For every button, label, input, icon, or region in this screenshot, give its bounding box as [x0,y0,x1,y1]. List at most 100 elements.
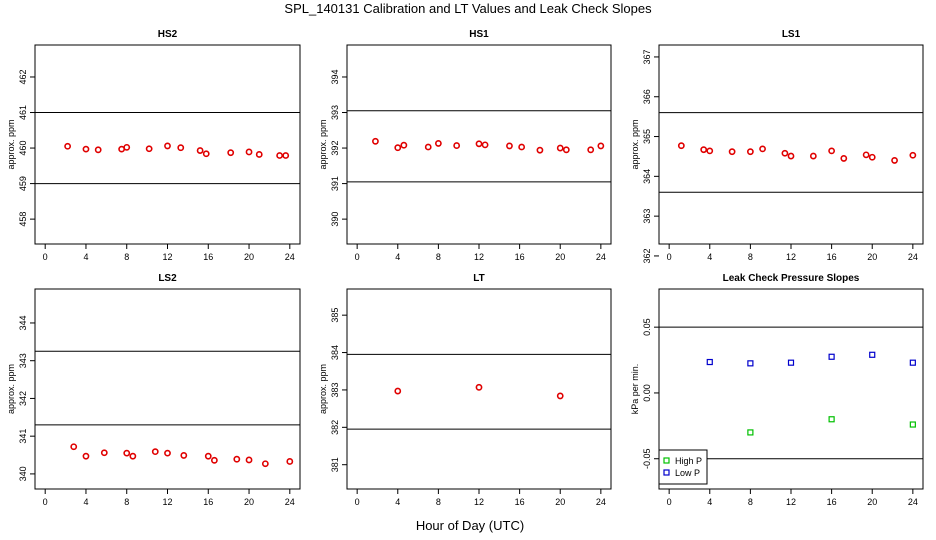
data-point [759,145,766,153]
data-point [909,359,916,366]
legend-marker [663,469,670,476]
y-tick-label: 367 [642,49,652,64]
data-point [556,144,564,152]
y-tick-label: 458 [18,212,28,227]
panel-4: LS2 0 4 8 12 16 20 24 340 341 342 343 344 approx. ppm [6,273,301,507]
data-point [747,360,754,367]
x-tick-label: 20 [555,497,565,507]
data-point [706,358,713,366]
x-tick-label: 16 [515,497,525,507]
data-point [706,147,714,155]
y-tick-label: 343 [18,353,28,368]
panel-title: Leak Check Pressure Slopes [723,273,860,284]
y-axis-label: approx. ppm [630,119,640,169]
data-point [700,146,708,154]
y-tick-label: 0.05 [642,318,652,336]
data-point [202,150,210,158]
panel-2: HS1 0 4 8 12 16 20 24 390 391 392 393 394 approx. ppm [318,29,612,262]
x-tick-label: 24 [908,252,918,262]
data-point [787,152,795,160]
y-tick-label: 462 [18,69,28,84]
x-tick-label: 0 [667,497,672,507]
data-point [787,359,795,366]
panel-title: LT [473,273,484,284]
y-tick-label: 461 [18,105,28,120]
panel-1: HS2 0 4 8 12 16 20 24 458 459 460 461 462 approx. ppm [6,29,301,262]
x-tick-label: 16 [827,497,837,507]
y-tick-label: 393 [330,105,340,120]
x-tick-label: 24 [908,497,918,507]
x-tick-label: 16 [203,252,213,262]
x-tick-label: 0 [667,252,672,262]
plot-frame [658,44,924,245]
data-point [809,152,817,160]
data-point [276,152,284,159]
x-tick-label: 24 [285,497,295,507]
x-tick-label: 12 [786,497,796,507]
y-tick-label: 382 [330,420,340,435]
x-tick-label: 4 [395,497,400,507]
y-axis-label: approx. ppm [318,119,328,169]
y-tick-label: 365 [642,129,652,144]
x-tick-label: 12 [786,252,796,262]
y-tick-label: 390 [330,212,340,227]
y-tick-label: 392 [330,141,340,156]
x-tick-label: 24 [596,497,606,507]
x-tick-label: 0 [355,252,360,262]
data-point [481,141,489,149]
y-axis-label: kPa per min. [630,364,640,415]
y-tick-label: 362 [642,248,652,263]
data-point [233,455,241,463]
x-tick-label: 4 [83,497,88,507]
y-axis-label: approx. ppm [318,364,328,414]
x-tick-label: 20 [244,252,254,262]
y-tick-label: 342 [18,391,28,406]
data-point [475,140,483,148]
panel-title: LS1 [782,29,801,40]
x-tick-label: 8 [124,252,129,262]
data-point [746,148,754,156]
data-point [70,443,78,451]
data-point [177,144,185,152]
x-tick-label: 4 [83,252,88,262]
data-point [518,143,526,151]
panel-3: LS1 0 4 8 12 16 20 24 362 363 364 365 366 367 approx. … [630,29,924,263]
y-axis-label: approx. ppm [6,364,16,414]
y-tick-label: 0.00 [642,384,652,402]
plot-frame [346,288,612,490]
data-point [94,146,102,154]
y-tick-label: 344 [18,315,28,330]
x-tick-label: 12 [162,497,172,507]
y-tick-label: 381 [330,457,340,472]
legend-box [658,449,708,485]
y-tick-label: 459 [18,176,28,191]
x-tick-label: 8 [436,252,441,262]
data-point [261,460,269,468]
data-point [129,452,137,460]
data-point [123,449,131,457]
x-tick-label: 0 [43,497,48,507]
y-tick-label: 391 [330,176,340,191]
data-point [227,149,235,157]
data-point [597,142,605,150]
y-tick-label: 341 [18,429,28,444]
plot-frame [34,44,301,245]
y-axis-label: approx. ppm [6,119,16,169]
data-point [64,142,72,150]
x-tick-label: 0 [43,252,48,262]
x-tick-label: 0 [355,497,360,507]
y-tick-label: 383 [330,382,340,397]
data-point [286,458,294,465]
y-tick-label: 366 [642,89,652,104]
data-point [151,448,159,456]
data-point [828,353,835,360]
x-tick-label: 12 [474,497,484,507]
data-point [869,351,876,358]
x-tick-label: 16 [827,252,837,262]
data-point [840,155,848,162]
data-point [180,452,188,459]
data-point [891,157,898,164]
plot-frame [34,288,301,490]
panel-title: HS1 [469,29,489,40]
data-point [868,153,876,161]
